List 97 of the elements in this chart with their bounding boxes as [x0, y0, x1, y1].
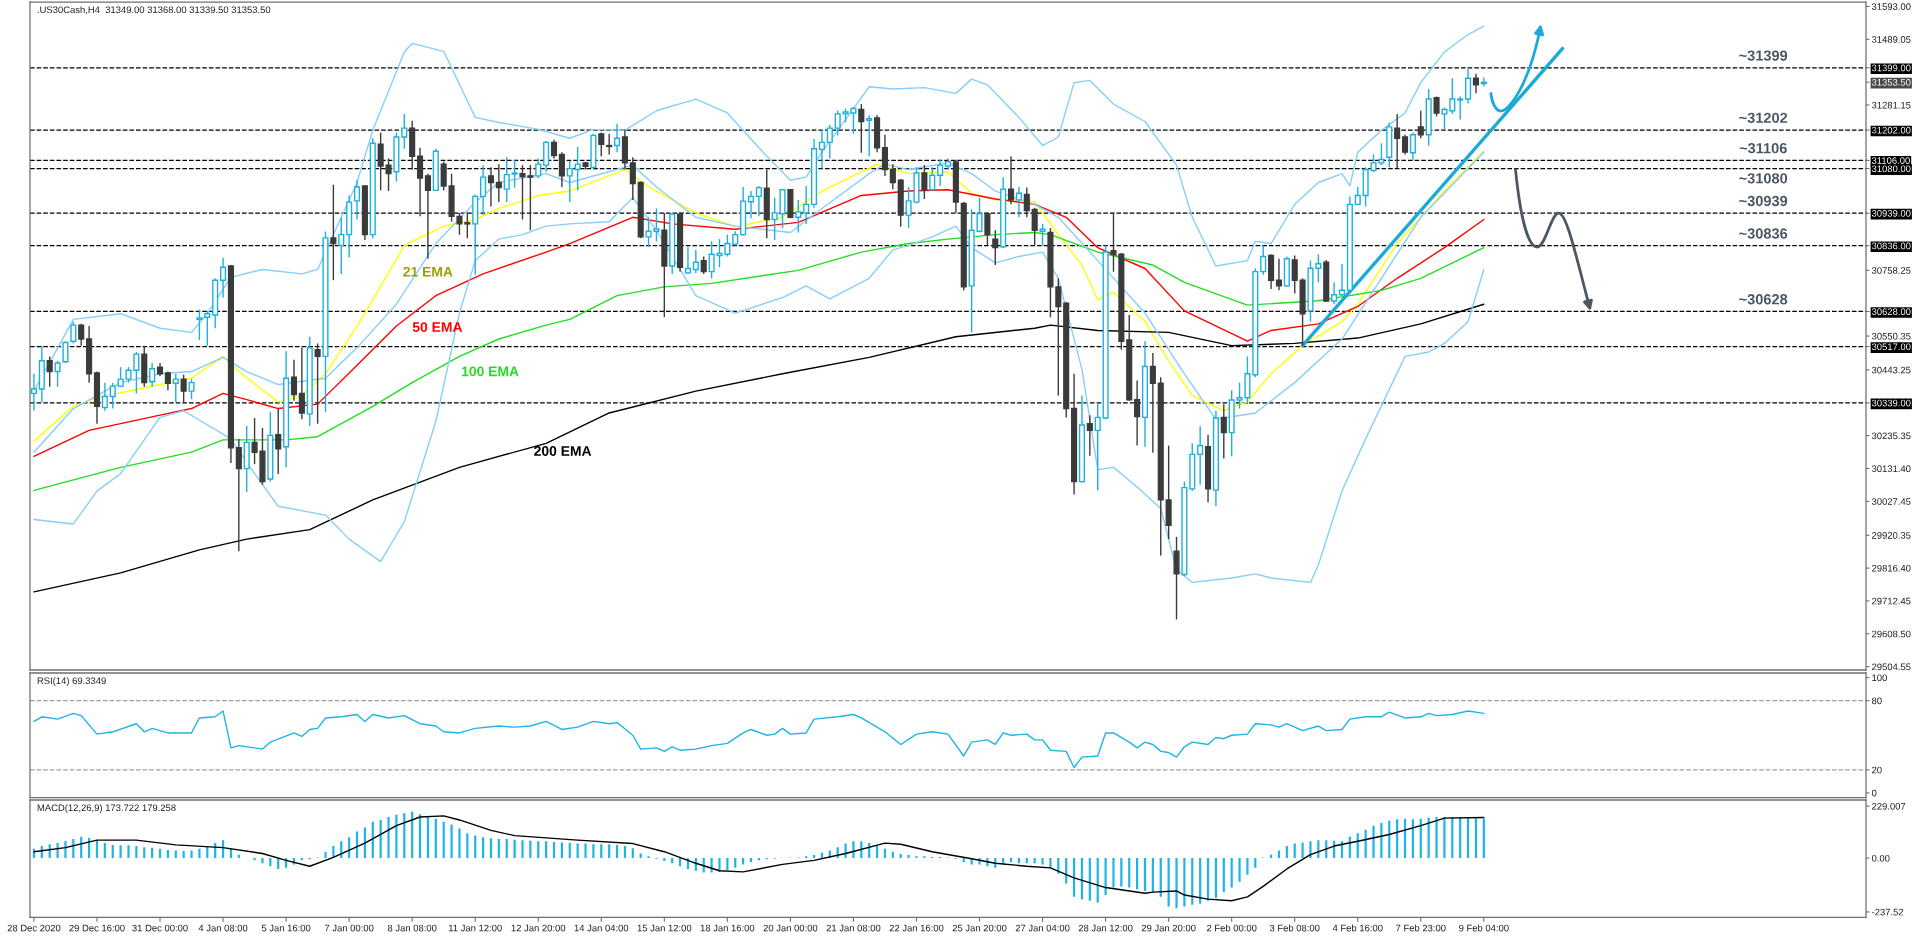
bar [718, 858, 721, 872]
bar [387, 817, 390, 859]
x-tick-label: 7 Jan 00:00 [324, 924, 374, 932]
bar [1482, 818, 1485, 859]
bar [198, 848, 201, 859]
bar [1214, 858, 1218, 898]
bar [261, 858, 264, 864]
bar [1435, 817, 1438, 859]
bar [489, 838, 493, 859]
bar [600, 844, 603, 859]
bar [615, 844, 619, 859]
bar [1041, 858, 1044, 865]
bar [631, 848, 634, 859]
y-tick-label: 80 [1871, 697, 1882, 705]
bar [1175, 858, 1178, 909]
bar [497, 839, 500, 859]
bar [1238, 858, 1241, 882]
bar [1128, 858, 1131, 888]
x-tick-label: 12 Jan 20:00 [511, 924, 566, 932]
bar [458, 828, 461, 859]
x-tick-label: 28 Jan 12:00 [1078, 924, 1133, 932]
y-tick-label: 0.00 [1871, 854, 1890, 862]
bar [111, 844, 114, 859]
x-tick-label: 18 Jan 16:00 [700, 924, 755, 932]
bar [1049, 858, 1052, 868]
bar [592, 844, 595, 859]
bar [505, 839, 508, 859]
x-tick-label: 15 Jan 12:00 [637, 924, 692, 932]
bar [1104, 858, 1107, 896]
x-tick-label: 14 Jan 04:00 [574, 924, 629, 932]
x-tick-label: 8 Jan 08:00 [387, 924, 437, 932]
chart-title: RSI(14) 69.3349 [37, 677, 106, 686]
x-tick-label: 11 Jan 12:00 [448, 924, 502, 932]
line-series [33, 815, 1485, 902]
bar [1143, 858, 1147, 891]
y-tick-label: -237.52 [1871, 908, 1904, 916]
bar [253, 858, 256, 861]
bar [481, 837, 485, 859]
x-tick-label: 4 Jan 08:00 [198, 924, 248, 932]
bar [395, 814, 398, 859]
bar [143, 847, 146, 859]
x-tick-label: 25 Jan 20:00 [952, 924, 1007, 932]
bar [537, 841, 540, 859]
y-tick-label: 20 [1872, 766, 1882, 774]
x-tick-label: 9 Feb 04:00 [1459, 924, 1509, 932]
bar [844, 843, 847, 859]
bar [119, 845, 122, 859]
bar [584, 843, 587, 859]
x-tick-label: 7 Feb 23:00 [1396, 924, 1446, 932]
bar [103, 843, 106, 859]
bar [1443, 817, 1446, 859]
bar [190, 850, 193, 859]
x-tick-label: 4 Feb 16:00 [1332, 924, 1383, 932]
bar [442, 821, 445, 859]
x-tick-label: 31 Dec 00:00 [132, 924, 188, 932]
bar [324, 851, 327, 859]
x-tick-label: 29 Jan 20:00 [1141, 924, 1196, 932]
bar [127, 845, 130, 859]
y-tick-label: 0 [1871, 789, 1877, 797]
x-tick-label: 2 Feb 00:00 [1206, 924, 1257, 932]
bar [56, 843, 59, 859]
bar [1136, 858, 1139, 890]
bar [1372, 825, 1375, 859]
bar [450, 824, 453, 859]
x-tick-label: 27 Jan 04:00 [1015, 924, 1070, 932]
bar [1167, 858, 1170, 907]
bar [852, 841, 855, 859]
bar [1254, 858, 1257, 868]
x-tick-label: 29 Dec 16:00 [69, 924, 125, 932]
bar [1301, 842, 1304, 859]
bar [434, 818, 437, 859]
bar [1309, 841, 1312, 859]
y-tick-label: 29504.55 [1872, 663, 1911, 671]
bar [1222, 858, 1225, 893]
bar [560, 842, 563, 859]
chart-title: MACD(12,26,9) 173.722 179.258 [37, 804, 176, 813]
bar [1246, 858, 1249, 875]
bar [734, 858, 737, 868]
x-tick-label: 3 Feb 08:00 [1269, 924, 1320, 932]
line-series [33, 710, 1485, 769]
bar [1112, 858, 1115, 888]
bar [521, 840, 524, 859]
x-tick-label: 20 Jan 00:00 [763, 924, 818, 932]
x-tick-label: 5 Jan 16:00 [261, 924, 311, 932]
bar [1230, 858, 1233, 888]
bar [608, 844, 611, 859]
x-tick-label: 21 Jan 08:00 [826, 924, 881, 932]
x-tick-label: 28 Dec 2020 [7, 924, 61, 932]
bar [64, 841, 67, 859]
bar [545, 841, 548, 859]
bar [466, 833, 469, 859]
y-tick-label: 229.007 [1872, 802, 1906, 810]
candlestick [30, 373, 37, 412]
bar [568, 843, 571, 859]
x-tick-label: 22 Jan 16:00 [889, 924, 944, 932]
y-tick-label: 100 [1872, 674, 1887, 682]
bar [907, 855, 910, 859]
